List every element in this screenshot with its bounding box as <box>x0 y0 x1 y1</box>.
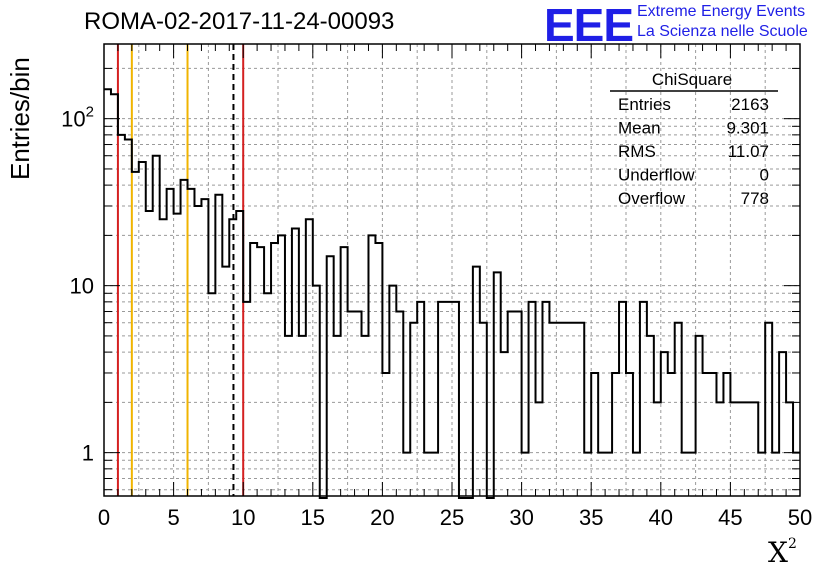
x-tick-label: 10 <box>231 505 255 530</box>
stats-label-rms: RMS <box>618 142 656 161</box>
logo-tagline-1: Extreme Energy Events <box>637 3 806 20</box>
stats-box: ChiSquare Entries 2163 Mean 9.301 RMS 11.07 Un… <box>610 70 778 208</box>
x-axis-label-symbol: X <box>768 536 788 569</box>
histogram-step-line <box>104 88 800 499</box>
stats-label-underflow: Underflow <box>618 166 695 185</box>
stats-label-entries: Entries <box>618 95 671 114</box>
x-tick-label: 50 <box>788 505 812 530</box>
grid-lines <box>104 44 800 496</box>
x-tick-label: 45 <box>718 505 742 530</box>
x-tick-label: 40 <box>649 505 673 530</box>
y-tick-label: 10 <box>70 274 94 299</box>
stats-value-underflow: 0 <box>760 166 769 185</box>
stats-label-overflow: Overflow <box>618 189 686 208</box>
reference-lines <box>116 44 245 496</box>
logo-tagline-2: La Scienza nelle Scuole <box>637 23 808 40</box>
y-tick-label: 1 <box>82 441 94 466</box>
stats-title: ChiSquare <box>652 70 732 89</box>
x-tick-label: 15 <box>301 505 325 530</box>
x-axis-label-superscript: 2 <box>787 536 797 552</box>
x-tick-label: 0 <box>98 505 110 530</box>
x-axis-label: X2 <box>768 536 797 569</box>
plot-title: ROMA-02-2017-11-24-00093 <box>84 8 395 35</box>
y-tick-label-exponent: 2 <box>86 104 94 121</box>
eee-logo: EEE <box>544 0 634 51</box>
y-tick-label-base: 10 <box>61 107 85 132</box>
x-tick-label: 25 <box>440 505 464 530</box>
stats-label-mean: Mean <box>618 119 661 138</box>
x-tick-label: 5 <box>167 505 179 530</box>
x-tick-label: 35 <box>579 505 603 530</box>
stats-value-entries: 2163 <box>731 95 769 114</box>
stats-value-mean: 9.301 <box>726 119 769 138</box>
x-tick-label: 20 <box>370 505 394 530</box>
x-tick-label: 30 <box>509 505 533 530</box>
stats-value-overflow: 778 <box>741 189 769 208</box>
y-tick-label: 102 <box>61 104 94 132</box>
stats-value-rms: 11.07 <box>728 142 769 161</box>
